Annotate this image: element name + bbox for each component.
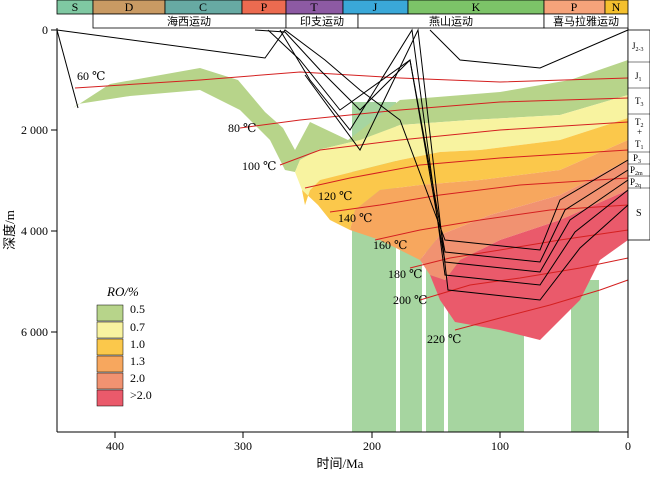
isotherm-labels: 60 ℃ 80 ℃ 100 ℃ 120 ℃ 140 ℃ 160 ℃ 180 ℃ … (77, 69, 461, 346)
orogeny-label: 海西运动 (167, 14, 211, 28)
column-label: T2 (635, 117, 644, 129)
isotherms (74, 71, 629, 331)
column-label: J2-3 (632, 41, 644, 53)
period-label: S (72, 0, 79, 14)
period-label: C (199, 0, 207, 14)
orogeny-bar: 海西运动 印支运动 燕山运动 喜马拉雅运动 (92, 13, 629, 29)
x-tick-label: 100 (491, 439, 509, 453)
isotherm-label: 160 ℃ (373, 238, 407, 252)
x-axis: 400 300 200 100 0 时间/Ma (106, 432, 631, 471)
period-label: N (612, 0, 621, 14)
legend-label: 1.3 (130, 354, 145, 368)
column-label: S (636, 208, 642, 219)
y-tick-label: 0 (42, 23, 48, 37)
zone-0-7 (295, 95, 628, 205)
x-tick-label: 300 (234, 439, 252, 453)
column-label: T1 (635, 139, 644, 151)
column-label: P3 (633, 153, 641, 165)
zone-gt-2 (430, 190, 628, 340)
period-label: D (125, 0, 134, 14)
isotherm-label: 200 ℃ (393, 293, 427, 307)
period-label: P (261, 0, 268, 14)
y-tick-label: 4 000 (21, 224, 48, 238)
y-tick-label: 6 000 (21, 325, 48, 339)
ro-legend: RO/% 0.5 0.7 1.0 1.3 2.0 >2.0 (96, 284, 152, 407)
legend-swatch (96, 321, 124, 339)
legend-swatch (96, 372, 124, 390)
orogeny-label: 燕山运动 (429, 15, 473, 28)
x-axis-label: 时间/Ma (317, 456, 364, 471)
period-label: T (310, 0, 318, 14)
x-tick-label: 200 (363, 439, 381, 453)
horizon-curves (56, 28, 629, 301)
x-tick-label: 0 (625, 439, 631, 453)
zone-2-0 (420, 160, 628, 280)
column-label: T3 (635, 96, 644, 108)
isotherm-label: 60 ℃ (77, 69, 105, 83)
x-tick-label: 400 (106, 439, 124, 453)
isotherm-label: 100 ℃ (242, 159, 276, 173)
orogeny-label: 印支运动 (300, 15, 344, 28)
legend-label: >2.0 (130, 388, 152, 402)
y-axis-label: 深度/m (2, 210, 17, 250)
column-label: P2q (630, 177, 641, 189)
y-tick-label: 2 000 (21, 123, 48, 137)
legend-title: RO/% (106, 284, 139, 299)
column-label: J1 (635, 71, 642, 83)
isotherm-label: 120 ℃ (318, 189, 352, 203)
legend-swatch (96, 389, 124, 407)
legend-label: 0.5 (130, 302, 145, 316)
y-axis: 0 2 000 4 000 6 000 深度/m (2, 23, 57, 339)
orogeny-label: 喜马拉雅运动 (553, 14, 619, 28)
zone-1-0 (302, 118, 628, 230)
legend-label: 1.0 (130, 337, 145, 351)
zone-0-5 (73, 60, 628, 172)
column-label: + (637, 127, 642, 137)
period-label: K (472, 0, 481, 14)
isotherm-label: 140 ℃ (338, 211, 372, 225)
isotherm-label: 220 ℃ (427, 332, 461, 346)
period-label: P (571, 0, 578, 14)
period-label: J (373, 0, 378, 14)
legend-swatch (96, 338, 124, 356)
period-bar: S D C P T J K P N (56, 0, 629, 15)
isotherm-label: 180 ℃ (388, 267, 422, 281)
isotherm-label: 80 ℃ (228, 121, 256, 135)
column-label: P2m (630, 165, 643, 177)
strat-column: J2-3 J1 T3 T2 + T1 P3 P2m P2q S (627, 29, 650, 241)
legend-label: 0.7 (130, 320, 145, 334)
legend-swatch (96, 355, 124, 373)
legend-swatch (96, 304, 124, 322)
legend-label: 2.0 (130, 371, 145, 385)
